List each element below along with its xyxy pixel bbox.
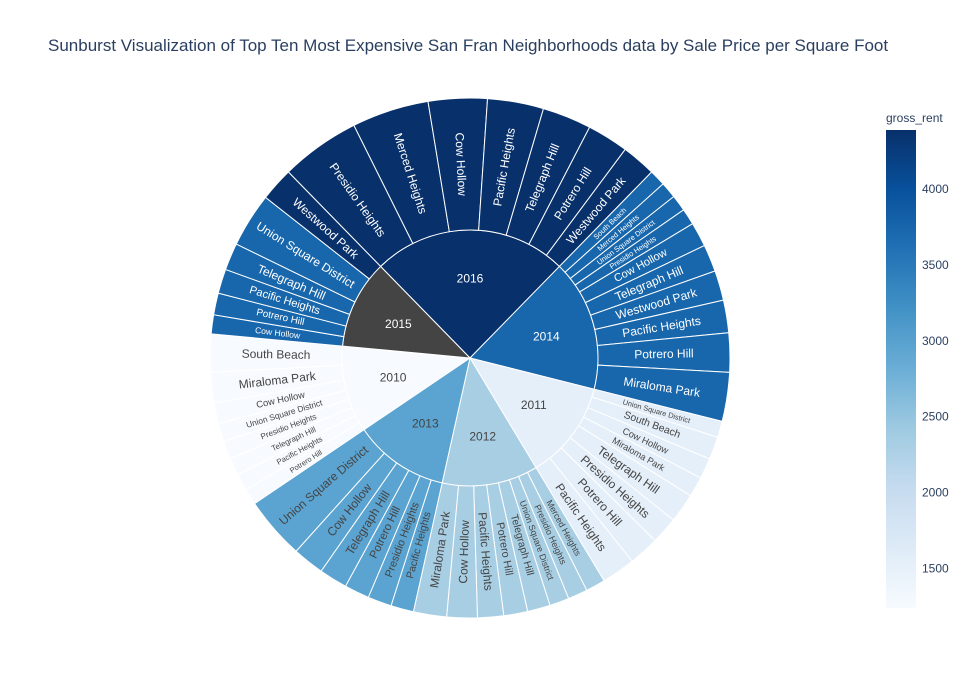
chart-title: Sunburst Visualization of Top Ten Most E… <box>48 36 888 55</box>
colorbar-ticks: 1500 2000 2500 3000 3500 4000 <box>922 182 949 575</box>
colorbar-tick-label-1500: 1500 <box>922 561 949 575</box>
colorbar-tick-label-3500: 3500 <box>922 258 949 272</box>
colorbar-tick-label-2500: 2500 <box>922 410 949 424</box>
colorbar-gradient <box>886 130 916 608</box>
colorbar-tick-label-2000: 2000 <box>922 486 949 500</box>
neighborhood-segment-2015-westwood-park[interactable] <box>264 171 382 280</box>
colorbar-title: gross_rent <box>886 111 943 125</box>
colorbar-tick-label-4000: 4000 <box>922 182 949 196</box>
colorbar: gross_rent 1500 2000 2500 3000 3500 4000 <box>886 111 949 608</box>
colorbar-tick-label-3000: 3000 <box>922 334 949 348</box>
